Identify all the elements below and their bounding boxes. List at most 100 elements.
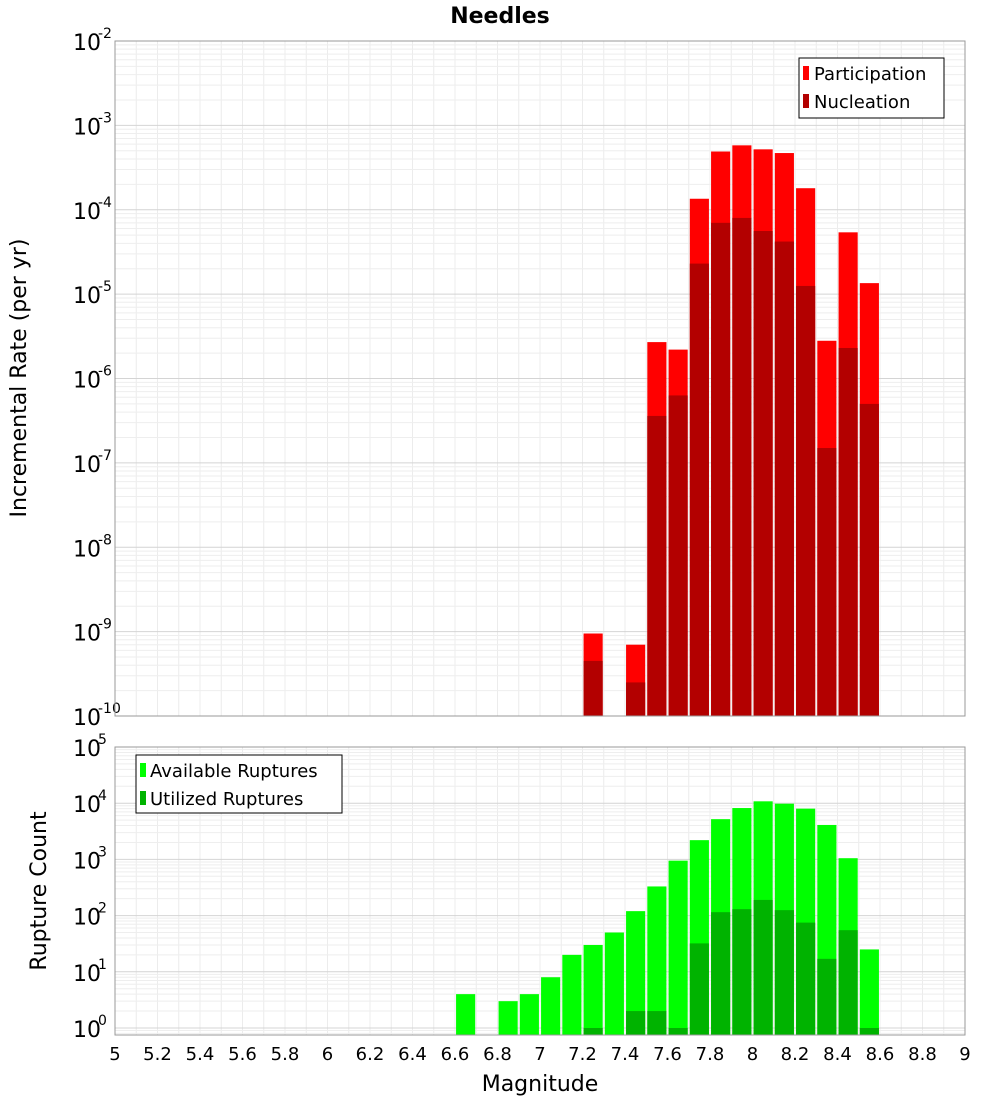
count-legend-box [135, 754, 343, 814]
x-tick-label: 8 [747, 1044, 758, 1065]
x-tick-label: 8.6 [866, 1044, 895, 1065]
x-tick-label: 6.8 [483, 1044, 512, 1065]
rate-y-tick-label: 10 [73, 706, 101, 731]
x-tick-label: 6.4 [398, 1044, 427, 1065]
nucleation-bar [732, 217, 752, 716]
rate-plot-frame [114, 40, 966, 717]
rate-y-tick-label: 10 [73, 537, 101, 562]
utilized-ruptures-bar [732, 909, 752, 1035]
chart-title: Needles [450, 4, 550, 29]
nucleation-bar [668, 395, 688, 716]
x-tick-label: 9 [959, 1044, 970, 1065]
rate-y-tick-label: 10 [73, 200, 101, 225]
count-y-tick-label: 10 [73, 1018, 101, 1043]
rate-y-tick-exponent: -8 [98, 532, 112, 548]
count-plot-frame [114, 746, 966, 1036]
available-ruptures-bar [583, 944, 603, 1035]
available-ruptures-bar [647, 886, 667, 1035]
rate-gridlines [114, 40, 966, 717]
utilized-ruptures-bar [668, 1027, 688, 1035]
x-axis-ticks: 5 5.2 5.4 5.6 5.8 6 6.2 6.4 6.6 6.8 7 7.2 7.4 7.6 7.8 8… [109, 1044, 970, 1065]
nucleation-bar [647, 415, 667, 716]
x-tick-label: 7.8 [696, 1044, 725, 1065]
rate-legend-box [798, 57, 945, 119]
rate-y-tick-label: 10 [73, 284, 101, 309]
rate-y-tick-exponent: -7 [98, 448, 112, 464]
utilized-ruptures-bar [859, 1027, 879, 1035]
nucleation-bar [626, 682, 646, 716]
x-tick-label: 5.8 [271, 1044, 300, 1065]
available-ruptures-bar [498, 1001, 518, 1035]
nucleation-legend-swatch [803, 94, 809, 108]
available-ruptures-bar [626, 911, 646, 1035]
count-y-tick-label: 10 [73, 849, 101, 874]
rate-y-tick-label: 10 [73, 31, 101, 56]
nucleation-bar [689, 263, 709, 716]
count-y-tick-exponent: 2 [98, 901, 107, 917]
available-legend-label: Available Ruptures [150, 761, 318, 782]
nucleation-bar [583, 660, 603, 716]
x-tick-label: 7 [534, 1044, 545, 1065]
utilized-ruptures-bar [626, 1011, 646, 1035]
nucleation-bar [817, 448, 837, 716]
available-ruptures-bar [456, 994, 476, 1035]
utilized-ruptures-bar [774, 910, 794, 1035]
rate-panel: 10-210-310-410-510-610-710-810-910-10 In… [7, 26, 966, 731]
count-legend: Available Ruptures Utilized Ruptures [135, 754, 343, 814]
count-y-tick-exponent: 0 [98, 1013, 107, 1029]
rate-y-tick-label: 10 [73, 115, 101, 140]
rate-y-tick-exponent: -4 [98, 195, 112, 211]
count-y-axis-label: Rupture Count [27, 811, 52, 971]
x-tick-label: 8.8 [908, 1044, 937, 1065]
available-legend-swatch [140, 763, 146, 777]
utilized-legend-swatch [140, 791, 146, 805]
nucleation-bar [711, 222, 731, 716]
rate-y-tick-exponent: -9 [98, 617, 112, 633]
rate-y-ticks: 10-210-310-410-510-610-710-810-910-10 [73, 26, 121, 731]
x-tick-label: 5.6 [228, 1044, 257, 1065]
x-tick-label: 7.4 [611, 1044, 640, 1065]
x-tick-label: 7.2 [568, 1044, 597, 1065]
nucleation-bar [774, 241, 794, 717]
available-ruptures-bar [668, 860, 688, 1035]
nucleation-bar [859, 403, 879, 716]
utilized-legend-label: Utilized Ruptures [150, 789, 303, 810]
nucleation-legend-label: Nucleation [814, 92, 910, 113]
rate-y-tick-exponent: -2 [98, 26, 112, 42]
utilized-ruptures-bar [689, 943, 709, 1035]
count-y-tick-label: 10 [73, 906, 101, 931]
rate-y-tick-exponent: -10 [98, 701, 121, 717]
rate-bars [583, 145, 879, 717]
x-tick-label: 6.2 [356, 1044, 385, 1065]
count-bars [456, 801, 879, 1035]
available-ruptures-bar [604, 932, 624, 1035]
count-y-tick-exponent: 4 [98, 788, 107, 804]
count-y-tick-label: 10 [73, 962, 101, 987]
count-y-tick-exponent: 5 [98, 732, 107, 748]
rate-y-tick-exponent: -5 [98, 279, 112, 295]
rate-y-tick-exponent: -6 [98, 364, 112, 380]
utilized-ruptures-bar [838, 930, 858, 1035]
utilized-ruptures-bar [647, 1011, 667, 1035]
x-tick-label: 8.2 [781, 1044, 810, 1065]
x-tick-label: 5.2 [143, 1044, 172, 1065]
count-y-tick-label: 10 [73, 737, 101, 762]
participation-legend-label: Participation [814, 64, 926, 85]
rate-y-tick-exponent: -3 [98, 110, 112, 126]
nucleation-bar [838, 347, 858, 716]
nucleation-bar [796, 285, 816, 716]
count-y-tick-exponent: 1 [98, 957, 107, 973]
x-tick-label: 6.6 [441, 1044, 470, 1065]
count-y-tick-label: 10 [73, 793, 101, 818]
rate-y-tick-label: 10 [73, 622, 101, 647]
rate-y-tick-label: 10 [73, 453, 101, 478]
available-ruptures-bar [562, 954, 582, 1035]
utilized-ruptures-bar [753, 899, 773, 1035]
available-ruptures-bar [519, 994, 539, 1035]
utilized-ruptures-bar [583, 1027, 603, 1035]
rate-y-tick-label: 10 [73, 369, 101, 394]
x-tick-label: 6 [322, 1044, 333, 1065]
